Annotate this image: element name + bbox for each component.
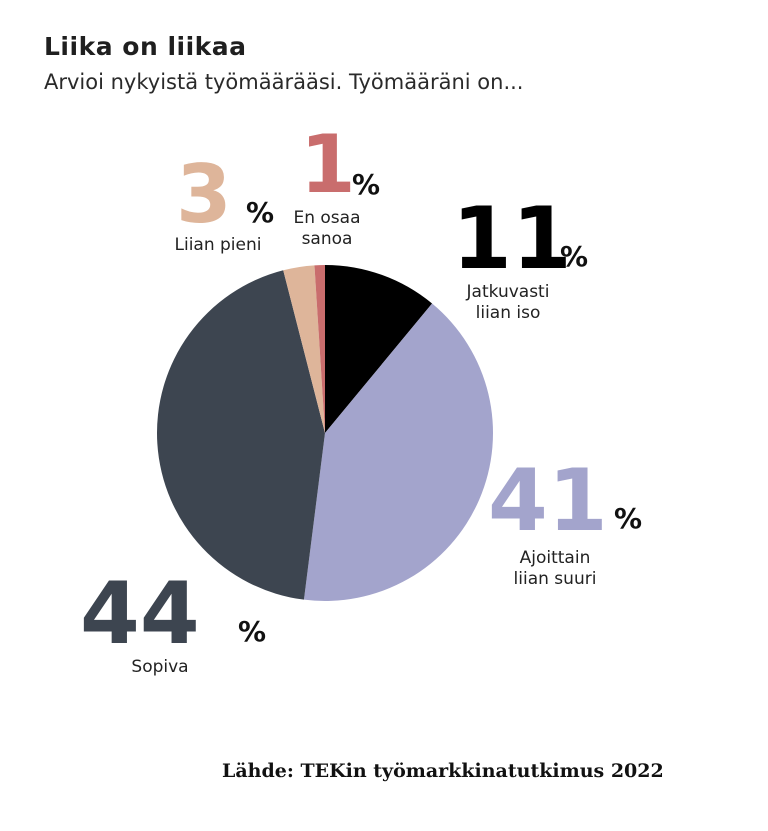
pie-slice (314, 265, 325, 433)
percent-sign: % (560, 240, 588, 273)
pie-slice (303, 303, 494, 602)
percent-sign: % (246, 196, 274, 229)
slice-category-label: sanoa (302, 229, 353, 249)
slice-value-label: 3 (176, 148, 232, 241)
slice-category-label: Ajoittain (520, 548, 591, 568)
slice-value-label: 1 (300, 118, 356, 211)
slice-category-label: liian suuri (514, 569, 597, 589)
percent-sign: % (238, 615, 266, 648)
slice-value-label: 41 (488, 451, 608, 551)
pie-slice (325, 265, 433, 433)
percent-sign: % (352, 168, 380, 201)
slice-category-label: Jatkuvasti (466, 282, 550, 302)
percent-sign: % (614, 502, 642, 535)
source-note: Lähde: TEKin työmarkkinatutkimus 2022 (222, 760, 664, 782)
pie-slice (283, 265, 325, 433)
slice-category-label: Sopiva (131, 657, 188, 677)
pie-slice (156, 270, 325, 600)
chart-subtitle: Arvioi nykyistä työmäärääsi. Työmääräni … (44, 70, 524, 94)
pie-slices (156, 265, 494, 602)
chart-title: Liika on liikaa (44, 32, 247, 61)
slice-category-label: En osaa (293, 208, 360, 228)
slice-value-label: 11 (452, 189, 572, 289)
slice-category-label: liian iso (476, 303, 541, 323)
slice-value-label: 44 (80, 564, 200, 664)
slice-category-label: Liian pieni (175, 235, 262, 255)
